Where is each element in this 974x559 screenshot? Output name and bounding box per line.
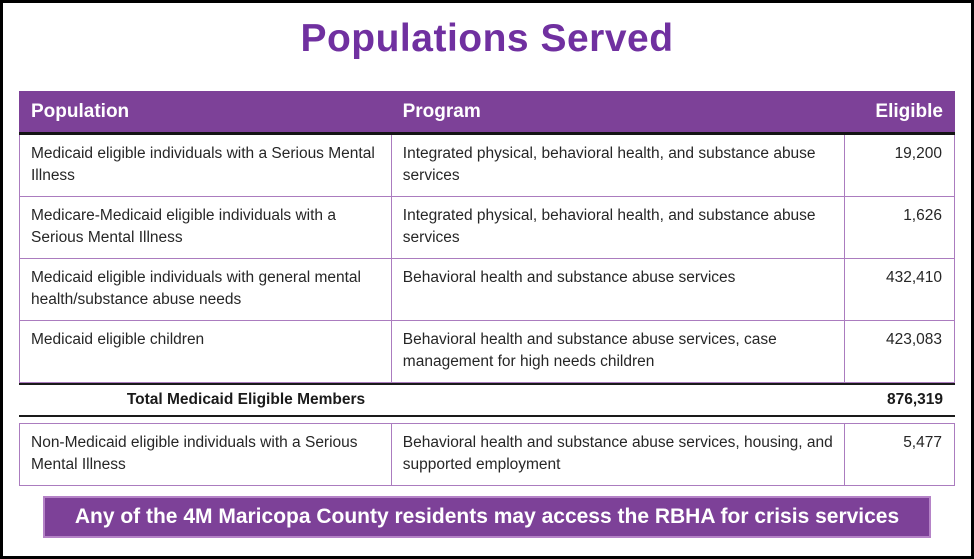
table-row: Non-Medicaid eligible individuals with a… xyxy=(20,424,954,485)
population-cell: Medicaid eligible children xyxy=(31,331,205,348)
eligible-cell: 5,477 xyxy=(843,424,954,485)
table-row: Medicaid eligible individuals with a Ser… xyxy=(20,135,954,196)
page-title: Populations Served xyxy=(300,17,674,60)
eligible-cell: 1,626 xyxy=(843,197,954,258)
table-row: Medicaid eligible children Behavioral he… xyxy=(20,320,954,382)
banner-text: Any of the 4M Maricopa County residents … xyxy=(74,505,900,528)
population-cell: Medicaid eligible individuals with a Ser… xyxy=(31,145,375,184)
population-cell: Medicare-Medicaid eligible individuals w… xyxy=(31,207,336,246)
non-medicaid-rows-group: Non-Medicaid eligible individuals with a… xyxy=(19,423,955,486)
medicaid-rows-group: Medicaid eligible individuals with a Ser… xyxy=(19,135,955,383)
total-value: 876,319 xyxy=(886,391,943,408)
table-header-row: Population Program Eligible xyxy=(19,91,955,135)
column-header-program: Program xyxy=(402,100,481,122)
total-row: Total Medicaid Eligible Members 876,319 xyxy=(19,383,955,417)
population-cell: Medicaid eligible individuals with gener… xyxy=(31,269,361,308)
column-header-population: Population xyxy=(31,100,130,122)
column-header-eligible: Eligible xyxy=(875,100,943,122)
program-cell: Integrated physical, behavioral health, … xyxy=(390,135,844,196)
table-row: Medicare-Medicaid eligible individuals w… xyxy=(20,196,954,258)
program-cell: Integrated physical, behavioral health, … xyxy=(390,197,844,258)
table-row: Medicaid eligible individuals with gener… xyxy=(20,258,954,320)
eligible-cell: 19,200 xyxy=(843,135,954,196)
eligible-cell: 432,410 xyxy=(843,259,954,320)
program-cell: Behavioral health and substance abuse se… xyxy=(390,259,844,320)
crisis-services-banner: Any of the 4M Maricopa County residents … xyxy=(43,496,931,538)
program-cell: Behavioral health and substance abuse se… xyxy=(390,424,844,485)
populations-table: Population Program Eligible Medicaid eli… xyxy=(19,91,955,486)
program-cell: Behavioral health and substance abuse se… xyxy=(390,321,844,382)
eligible-cell: 423,083 xyxy=(843,321,954,382)
population-cell: Non-Medicaid eligible individuals with a… xyxy=(31,434,358,473)
total-label: Total Medicaid Eligible Members xyxy=(126,391,366,408)
